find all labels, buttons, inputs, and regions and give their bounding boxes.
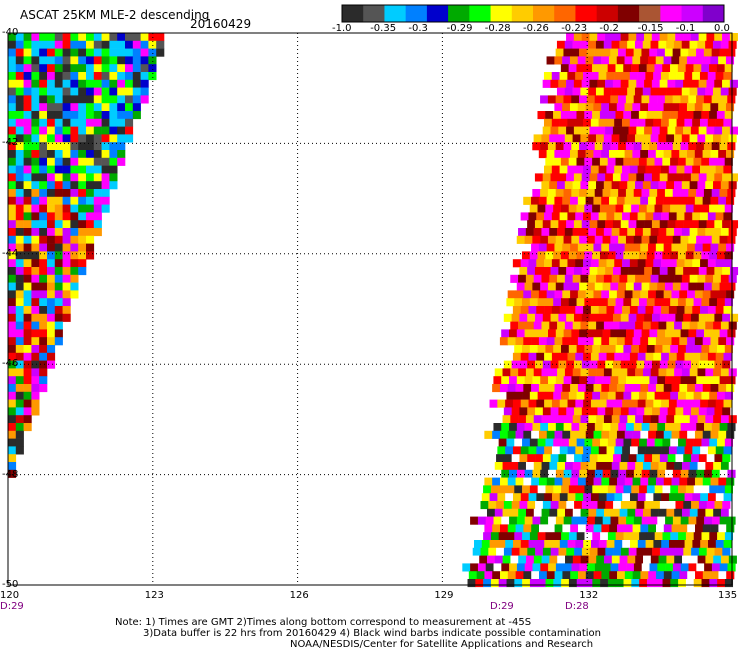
color-bar-segment (681, 5, 704, 22)
x-tick-label: 126 (289, 590, 309, 601)
y-tick-label: -48 (2, 468, 19, 480)
color-bar-label: -1.0 (332, 23, 352, 34)
color-bar-label: -0.23 (561, 23, 588, 34)
color-bar-label: -0.2 (599, 23, 619, 34)
color-bar-segment (384, 5, 407, 22)
map-title: ASCAT 25KM MLE-2 descending (20, 8, 210, 22)
color-bar-label: -0.28 (484, 23, 511, 34)
x-tick-label: 120 (0, 590, 20, 601)
color-bar-segment (660, 5, 683, 22)
color-bar-label: -0.26 (523, 23, 549, 34)
x-tick-label: 135 (718, 590, 738, 601)
color-bar-segment (342, 5, 364, 22)
color-bar-segment (575, 5, 598, 22)
color-bar-segment (702, 5, 725, 22)
color-bar-segment (363, 5, 385, 22)
time-label-right-b: D:28 (565, 601, 589, 612)
map-frame (7, 32, 733, 586)
color-bar-segment (617, 5, 640, 22)
color-bar-segment (405, 5, 428, 22)
color-bar-segment (639, 5, 661, 22)
color-bar-segment (490, 5, 513, 22)
time-label-left: D:29 (0, 601, 24, 612)
color-bar-label: -0.35 (370, 23, 397, 34)
swath-cells (8, 33, 739, 588)
color-bar-segment (554, 5, 576, 22)
color-bar (341, 4, 725, 23)
color-bar-label: -0.15 (637, 23, 664, 34)
color-bar-segment (511, 5, 534, 22)
color-bar-segment (426, 5, 449, 22)
note-line-3: NOAA/NESDIS/Center for Satellite Applica… (290, 639, 594, 650)
note-line-1: Note: 1) Times are GMT 2)Times along bot… (115, 617, 532, 628)
color-bar-label: -0.1 (675, 23, 696, 34)
color-bar-segment (448, 5, 470, 22)
y-tick-label: -46 (2, 358, 19, 370)
note-line-2: 3)Data buffer is 22 hrs from 20160429 4)… (143, 628, 601, 639)
x-tick-label: 123 (144, 590, 164, 601)
time-label-right-a: D:29 (490, 601, 514, 612)
color-bar-label: -0.29 (446, 23, 473, 34)
color-bar-segment (596, 5, 619, 22)
x-tick-label: 129 (434, 590, 454, 601)
y-tick-label: -42 (2, 137, 19, 149)
y-tick-label: -50 (2, 579, 19, 590)
y-tick-label: -44 (2, 247, 19, 259)
color-bar-label: 0.0 (714, 23, 730, 34)
color-bar-label: -0.3 (408, 23, 428, 34)
color-bar-segment (533, 5, 555, 22)
x-tick-label: 132 (579, 590, 599, 601)
map-date: 20160429 (190, 17, 252, 31)
color-bar-segment (469, 5, 492, 22)
y-tick-label: -40 (2, 27, 19, 38)
